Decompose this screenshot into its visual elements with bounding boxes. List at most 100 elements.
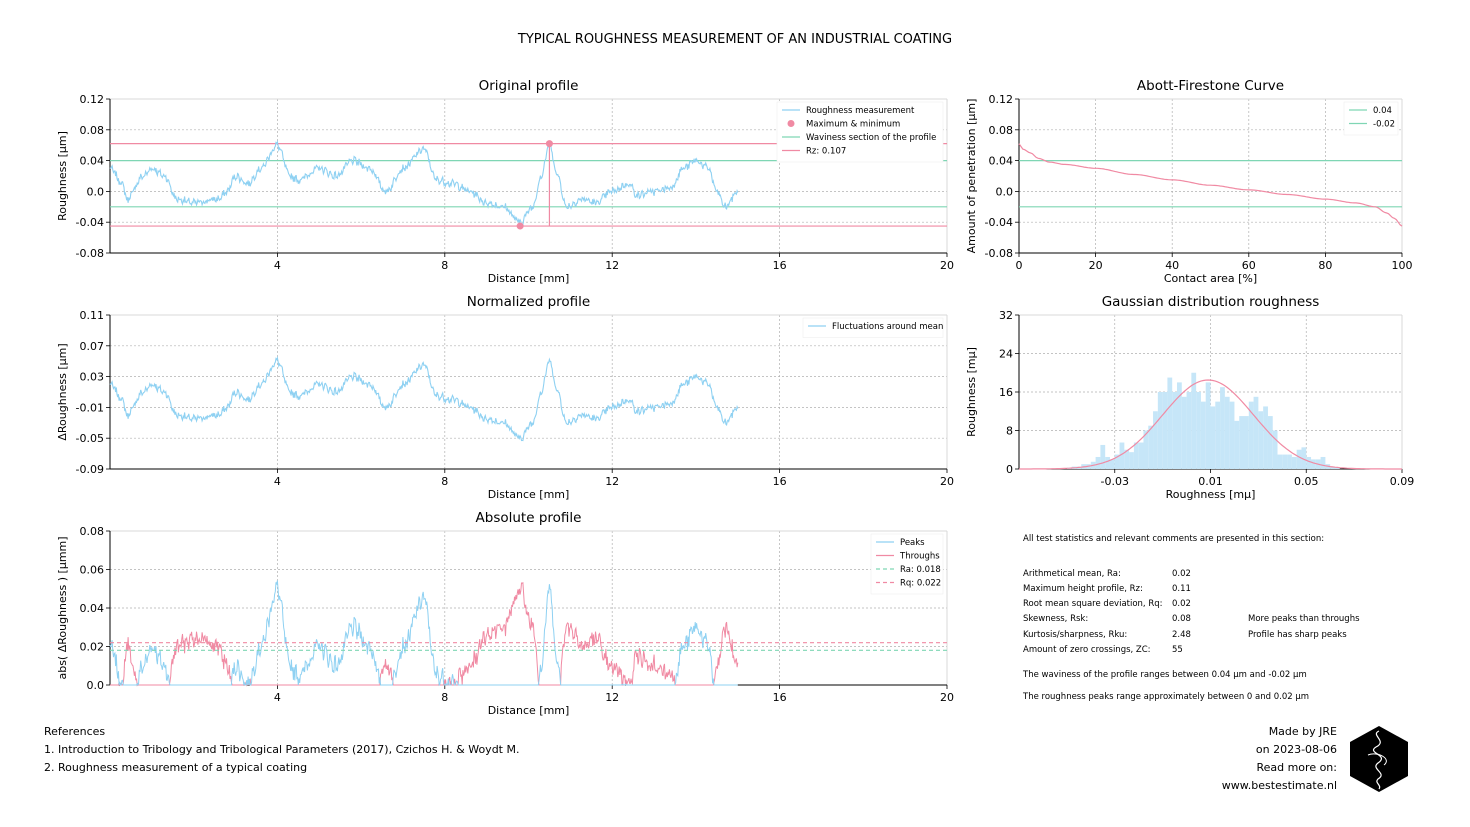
histogram-bar — [1196, 392, 1201, 469]
chart-title: Abott-Firestone Curve — [1137, 78, 1284, 94]
histogram-bar — [1296, 449, 1302, 469]
histogram-bar — [1224, 396, 1230, 469]
histogram-bar — [1282, 454, 1288, 469]
statistic-value: 55 — [1172, 645, 1183, 655]
histogram-bar — [1277, 454, 1283, 469]
histogram-bar — [1334, 467, 1340, 469]
y-axis-label: ΔRoughness [µm] — [56, 343, 69, 440]
website-link[interactable]: www.bestestimate.nl — [1221, 779, 1337, 792]
histogram-bar — [1129, 452, 1134, 469]
histogram-bar — [1239, 416, 1245, 469]
histogram-bar — [1248, 401, 1254, 469]
histogram-bar — [1320, 456, 1326, 469]
statistic-value: 0.02 — [1172, 569, 1191, 579]
y-tick-label: 0.04 — [80, 602, 105, 615]
histogram-bar — [1253, 396, 1259, 469]
histogram-bar — [1306, 456, 1312, 469]
legend-label: Throughs — [899, 552, 940, 562]
histogram-bar — [1234, 420, 1240, 469]
y-tick-label: 0.07 — [80, 340, 105, 353]
histogram-bar — [1124, 449, 1130, 469]
histogram-bar — [1210, 406, 1216, 469]
x-tick-label: 12 — [605, 691, 619, 704]
y-axis-label: Roughness [mµ] — [965, 347, 978, 437]
histogram-bar — [1186, 392, 1192, 469]
throughs-line — [110, 581, 739, 687]
chart-title: Gaussian distribution roughness — [1102, 294, 1320, 310]
legend-box — [1343, 101, 1399, 136]
x-tick-label: 8 — [441, 475, 448, 488]
histogram-bar — [1330, 466, 1335, 469]
statistic-label: Arithmetical mean, Ra: — [1023, 569, 1121, 579]
y-tick-label: -0.08 — [985, 247, 1013, 260]
histogram-bar — [1105, 456, 1110, 469]
peaks-note: The roughness peaks range approximately … — [1023, 692, 1310, 702]
histogram-bar — [1138, 442, 1144, 469]
x-tick-label: 4 — [274, 691, 281, 704]
legend-label: Rq: 0.022 — [900, 579, 941, 589]
x-axis-label: Contact area [%] — [1164, 272, 1257, 285]
legend-label: Ra: 0.018 — [900, 565, 941, 575]
legend-label: Maximum & minimum — [806, 120, 900, 130]
chart-title: Original profile — [479, 78, 579, 94]
legend-label: 0.04 — [1373, 106, 1392, 116]
histogram-bar — [1181, 396, 1187, 469]
reference-item: 1. Introduction to Tribology and Tribolo… — [44, 743, 520, 756]
y-tick-label: 0.12 — [80, 93, 105, 106]
y-axis-label: Amount of penetration [µm] — [965, 99, 978, 254]
statistic-label: Maximum height profile, Rz: — [1023, 584, 1143, 594]
y-tick-label: 16 — [999, 386, 1013, 399]
fluctuation-line — [109, 356, 739, 442]
histogram-bar — [1109, 459, 1115, 469]
statistic-comment: Profile has sharp peaks — [1248, 630, 1347, 640]
y-tick-label: 0.02 — [80, 641, 105, 654]
legend-label: -0.02 — [1373, 120, 1395, 130]
credits: Made by JRE on 2023-08-06 Read more on: … — [1137, 723, 1337, 795]
chart-title: Absolute profile — [476, 510, 582, 526]
y-tick-label: 8 — [1006, 425, 1013, 438]
histogram-bar — [1176, 382, 1182, 469]
gaussian-fit-curve — [1019, 379, 1402, 470]
histogram-bar — [1263, 406, 1268, 469]
legend-label: Peaks — [900, 538, 925, 548]
y-tick-label: 0.08 — [80, 525, 105, 538]
x-tick-label: 8 — [441, 691, 448, 704]
y-axis-label: abs( ΔRoughness ) [µmm] — [56, 536, 69, 679]
y-tick-label: 0.04 — [80, 155, 105, 168]
histogram-bar — [1287, 454, 1292, 469]
y-tick-label: -0.05 — [76, 432, 104, 445]
x-tick-label: 40 — [1165, 259, 1179, 272]
x-tick-label: 16 — [773, 691, 787, 704]
y-tick-label: 0.0 — [87, 679, 105, 692]
histogram-bar — [1114, 454, 1120, 469]
legend-label: Fluctuations around mean — [832, 322, 943, 332]
y-tick-label: 0.0 — [996, 185, 1014, 198]
legend-marker — [787, 120, 795, 127]
y-tick-label: 0.03 — [80, 371, 105, 384]
histogram-bar — [1133, 442, 1139, 469]
y-tick-label: -0.08 — [76, 247, 104, 260]
histogram-bar — [1148, 425, 1154, 469]
y-tick-label: 0.0 — [87, 185, 105, 198]
statistic-value: 0.08 — [1172, 614, 1191, 624]
x-tick-label: 20 — [940, 691, 954, 704]
read-more-label: Read more on: — [1256, 761, 1337, 774]
histogram-bar — [1157, 392, 1163, 469]
statistics-intro: All test statistics and relevant comment… — [1023, 534, 1325, 544]
statistic-label: Skewness, Rsk: — [1023, 614, 1089, 624]
histogram-bar — [1272, 430, 1278, 469]
references: References 1. Introduction to Tribology … — [44, 723, 744, 777]
hexagon-logo-icon — [1350, 726, 1408, 792]
x-tick-label: 4 — [274, 475, 281, 488]
statistic-value: 2.48 — [1172, 630, 1191, 640]
histogram-bar — [1220, 387, 1225, 469]
histogram-bar — [1167, 377, 1173, 469]
legend-label: Rz: 0.107 — [806, 147, 846, 157]
histogram-bar — [1311, 459, 1316, 469]
references-heading: References — [44, 725, 106, 738]
x-tick-label: -0.03 — [1101, 475, 1129, 488]
legend-label: Waviness section of the profile — [806, 133, 936, 143]
histogram-bar — [1258, 411, 1264, 469]
x-axis-label: Distance [mm] — [488, 488, 570, 501]
statistic-value: 0.02 — [1172, 599, 1191, 609]
